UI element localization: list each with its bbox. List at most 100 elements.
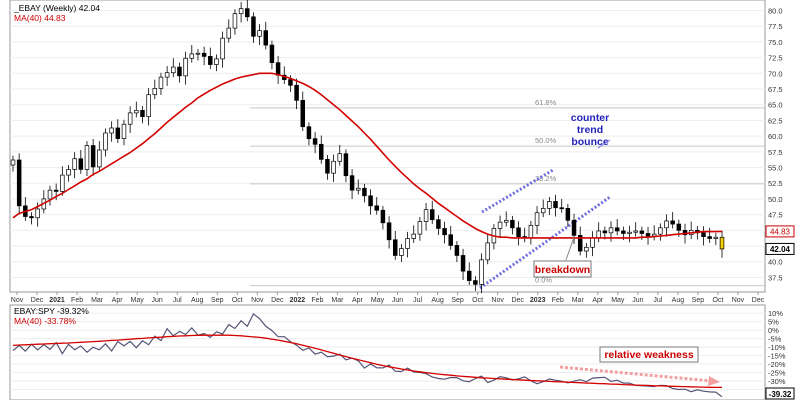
candle-body bbox=[713, 236, 719, 239]
candle bbox=[374, 197, 379, 215]
candle-body bbox=[275, 62, 281, 76]
candle-body bbox=[337, 153, 343, 162]
candle-body bbox=[399, 248, 404, 256]
candle bbox=[399, 244, 404, 263]
ratio-y-axis: 10%5%0%-5%-10%-15%-20%-25%-30%-35% bbox=[768, 309, 786, 394]
ratio-y-tick: -10% bbox=[768, 343, 786, 352]
price-y-tick: 40.0 bbox=[768, 258, 783, 267]
candle bbox=[534, 206, 540, 235]
x-tick-label: Aug bbox=[431, 297, 444, 304]
x-tick-label: Oct bbox=[232, 297, 243, 304]
candle-body bbox=[485, 242, 490, 261]
candle bbox=[701, 226, 706, 246]
channel-upper-line bbox=[481, 168, 554, 214]
candle-body bbox=[596, 230, 601, 239]
price-y-tick: 67.5 bbox=[768, 85, 783, 94]
candle-body bbox=[312, 138, 318, 145]
candle bbox=[140, 105, 145, 124]
last-price-label: 42.04 bbox=[770, 245, 791, 254]
candle-body bbox=[121, 123, 127, 139]
candle bbox=[627, 225, 632, 243]
x-tick-label: Jul bbox=[173, 297, 182, 304]
candle-body bbox=[429, 209, 435, 221]
candle-body bbox=[331, 160, 336, 174]
candle-body bbox=[707, 236, 712, 239]
candle-body bbox=[473, 280, 478, 285]
candle-body bbox=[356, 187, 361, 191]
candle-body bbox=[152, 88, 158, 96]
candle bbox=[312, 132, 318, 154]
candle-body bbox=[577, 235, 583, 252]
candle bbox=[553, 194, 558, 217]
candle bbox=[294, 78, 299, 110]
candle bbox=[189, 45, 195, 63]
annotation-pointer bbox=[597, 139, 611, 149]
candle bbox=[127, 106, 133, 133]
candle-body bbox=[220, 37, 225, 60]
candle-body bbox=[115, 127, 121, 139]
candle bbox=[47, 185, 53, 206]
x-tick-label: Mar bbox=[331, 297, 344, 304]
x-tick-label: Dec bbox=[752, 297, 765, 304]
candle-body bbox=[368, 195, 373, 207]
x-tick-label: 2021 bbox=[49, 297, 65, 304]
breakdown-box bbox=[533, 260, 592, 278]
x-tick-label: Jul bbox=[653, 297, 662, 304]
candle bbox=[257, 24, 262, 46]
candle bbox=[337, 144, 343, 166]
candle-body bbox=[251, 16, 256, 37]
candle bbox=[319, 135, 324, 164]
candle bbox=[66, 165, 71, 182]
x-tick-label: Sep bbox=[692, 297, 705, 304]
ratio-y-tick: -30% bbox=[768, 377, 786, 386]
candle bbox=[485, 234, 490, 265]
candle bbox=[232, 9, 238, 35]
candle-body bbox=[374, 205, 379, 211]
price-y-tick: 47.5 bbox=[768, 211, 783, 220]
candle bbox=[214, 54, 219, 72]
ratio-y-tick: -25% bbox=[768, 369, 786, 378]
candle bbox=[343, 149, 349, 183]
candle-body bbox=[540, 208, 546, 214]
candle-body bbox=[423, 209, 429, 222]
candle-body bbox=[639, 230, 645, 234]
ratio-value-label: -39.32 bbox=[769, 390, 792, 399]
candle-body bbox=[288, 79, 293, 86]
price-y-tick: 50.0 bbox=[768, 195, 783, 204]
ratio-tag: -39.32 bbox=[765, 387, 795, 400]
candle-body bbox=[257, 30, 262, 37]
candle-body bbox=[670, 220, 675, 225]
candle bbox=[417, 217, 423, 241]
candle bbox=[577, 226, 583, 256]
candle bbox=[109, 121, 114, 142]
candle bbox=[392, 230, 398, 260]
candle bbox=[664, 214, 669, 237]
candle-body bbox=[658, 227, 663, 235]
candle-body bbox=[343, 153, 349, 177]
candle bbox=[300, 91, 306, 132]
candle bbox=[325, 154, 330, 180]
candle-body bbox=[436, 219, 441, 229]
x-tick-label: Dec bbox=[511, 297, 524, 304]
candle-body bbox=[97, 149, 102, 168]
candle bbox=[713, 232, 719, 246]
candle bbox=[208, 47, 213, 69]
candle-body bbox=[349, 175, 355, 191]
price-y-tick: 80.0 bbox=[768, 7, 783, 16]
candle-body bbox=[177, 66, 182, 77]
candle-body bbox=[565, 208, 571, 221]
candle-body bbox=[214, 58, 219, 65]
ma-value-tag bbox=[765, 225, 795, 238]
candle bbox=[540, 199, 546, 218]
candle-body bbox=[460, 255, 466, 272]
candle-body bbox=[53, 189, 59, 192]
candle bbox=[466, 262, 472, 285]
price-y-tick: 37.5 bbox=[768, 273, 783, 282]
candle bbox=[448, 225, 453, 250]
ratio-y-tick: -5% bbox=[768, 335, 782, 344]
candle-body bbox=[442, 228, 447, 236]
candle bbox=[306, 122, 312, 146]
candle-body bbox=[66, 169, 71, 176]
x-tick-label: Apr bbox=[352, 297, 364, 304]
ratio-y-tick: 10% bbox=[768, 309, 783, 318]
